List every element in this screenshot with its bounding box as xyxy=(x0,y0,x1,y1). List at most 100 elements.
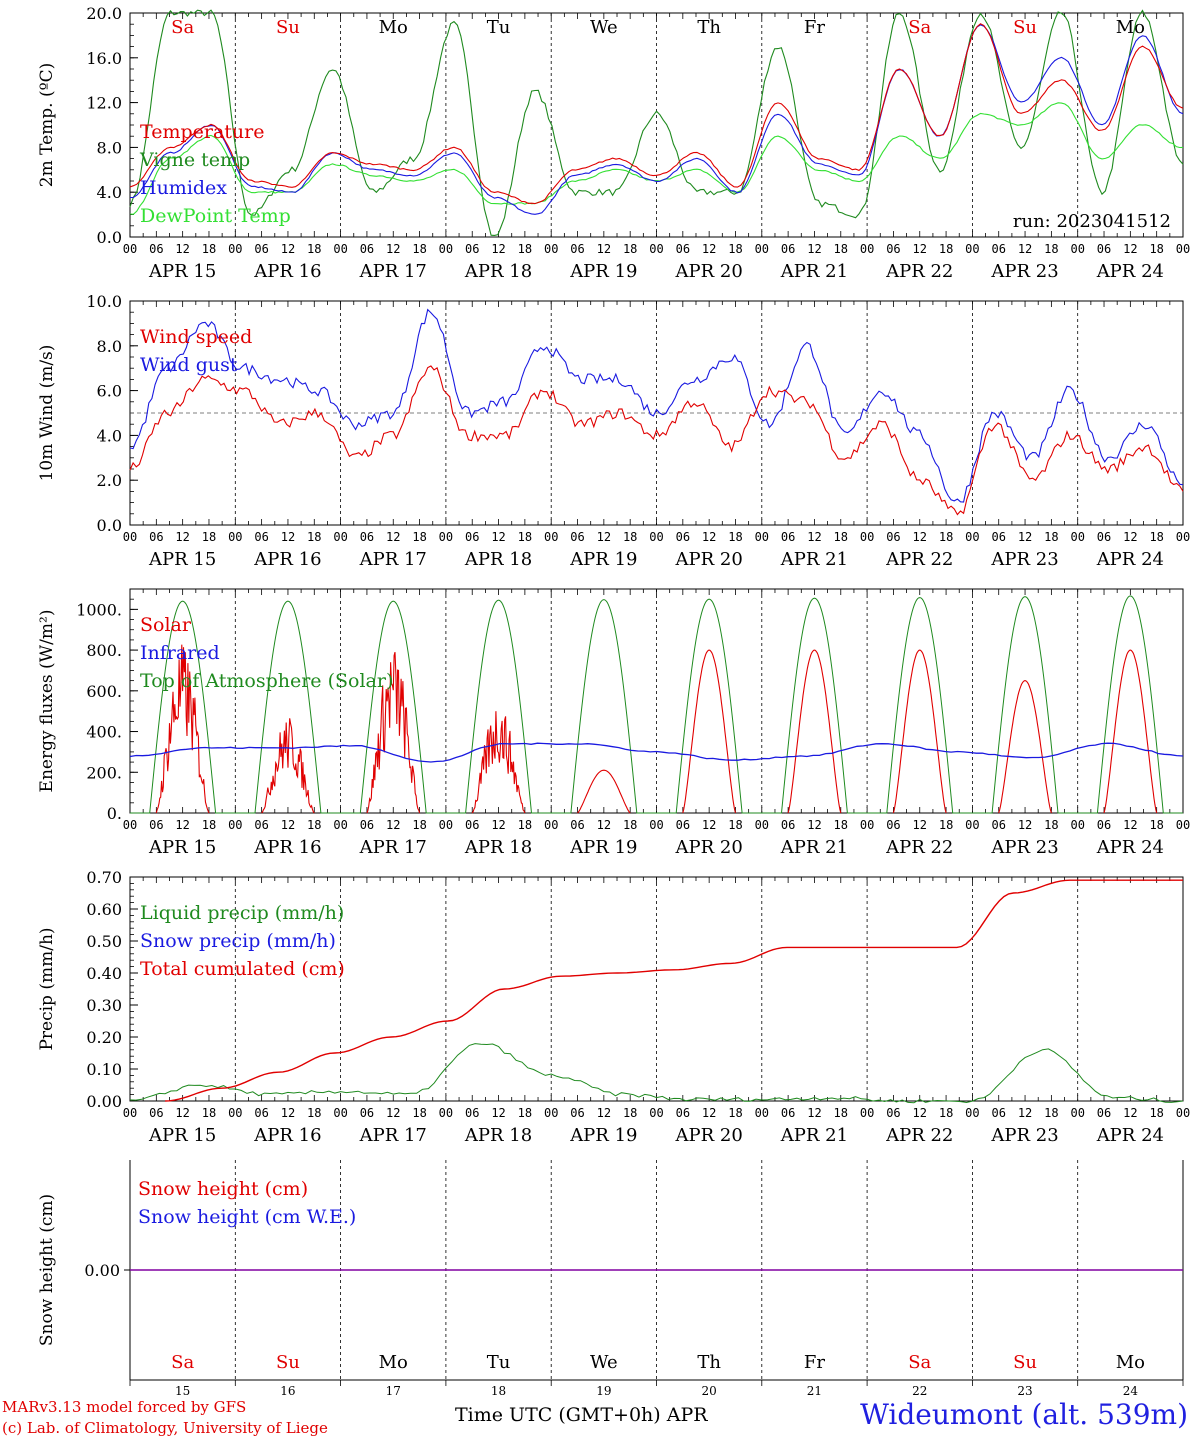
hour-tick-label: 00 xyxy=(228,1106,242,1120)
hour-tick-label: 12 xyxy=(491,530,505,544)
hour-tick-label: 12 xyxy=(386,1106,400,1120)
series-line xyxy=(129,308,1184,503)
date-label: APR 20 xyxy=(675,837,743,858)
day-abbr-label: Tu xyxy=(487,17,511,38)
day-abbr-label: Sa xyxy=(171,17,194,38)
legend-entry: Infrared xyxy=(140,642,220,664)
hour-tick-label: 00 xyxy=(755,818,769,832)
hour-tick-label: 06 xyxy=(991,818,1005,832)
hour-tick-label: 00 xyxy=(649,1106,663,1120)
hour-tick-label: 18 xyxy=(728,242,742,256)
day-abbr-label: Th xyxy=(697,1352,721,1373)
hour-tick-label: 18 xyxy=(518,242,532,256)
hour-tick-label: 18 xyxy=(412,530,426,544)
date-label: APR 20 xyxy=(675,549,743,570)
hour-tick-label: 06 xyxy=(360,1106,374,1120)
date-label: APR 15 xyxy=(148,837,216,858)
day-abbr-label: Sa xyxy=(171,1352,194,1373)
legend-entry: Snow height (cm) xyxy=(138,1178,308,1200)
series-line xyxy=(130,24,1184,215)
hour-tick-label: 06 xyxy=(886,530,900,544)
date-label: APR 15 xyxy=(148,1125,216,1146)
hour-tick-label: 06 xyxy=(570,818,584,832)
date-label: APR 19 xyxy=(569,261,637,282)
legend-entry: Temperature xyxy=(140,121,264,143)
credit-line-1: MARv3.13 model forced by GFS xyxy=(2,1398,247,1416)
hour-tick-label: 18 xyxy=(412,818,426,832)
hour-tick-label: 00 xyxy=(1070,818,1084,832)
hour-tick-label: 18 xyxy=(1044,1106,1058,1120)
legend-entry: Vigne temp xyxy=(139,149,250,171)
y-tick-label: 0.00 xyxy=(86,1092,122,1111)
hour-tick-label: 18 xyxy=(518,818,532,832)
day-number-label: 17 xyxy=(386,1384,401,1398)
series-line xyxy=(129,23,1184,205)
hour-tick-label: 18 xyxy=(939,1106,953,1120)
day-number-label: 15 xyxy=(175,1384,190,1398)
day-number-label: 21 xyxy=(807,1384,822,1398)
hour-tick-label: 06 xyxy=(886,1106,900,1120)
y-tick-label: 10.0 xyxy=(86,292,122,311)
hour-tick-label: 12 xyxy=(702,242,716,256)
date-label: APR 23 xyxy=(990,261,1058,282)
hour-tick-label: 12 xyxy=(913,242,927,256)
hour-tick-label: 18 xyxy=(518,530,532,544)
hour-tick-label: 00 xyxy=(1070,530,1084,544)
hour-tick-label: 12 xyxy=(491,818,505,832)
hour-tick-label: 12 xyxy=(807,818,821,832)
hour-tick-label: 00 xyxy=(123,530,137,544)
date-label: APR 22 xyxy=(885,549,953,570)
date-label: APR 18 xyxy=(464,261,532,282)
y-tick-label: 1000. xyxy=(76,600,122,619)
y-axis-label: Snow height (cm) xyxy=(37,1194,57,1346)
hour-tick-label: 00 xyxy=(965,530,979,544)
hour-tick-label: 18 xyxy=(939,242,953,256)
hour-tick-label: 00 xyxy=(860,818,874,832)
hour-tick-label: 00 xyxy=(333,242,347,256)
y-tick-label: 800. xyxy=(86,641,122,660)
hour-tick-label: 00 xyxy=(649,242,663,256)
date-label: APR 24 xyxy=(1096,837,1164,858)
date-label: APR 17 xyxy=(359,549,427,570)
hour-tick-label: 00 xyxy=(544,1106,558,1120)
hour-tick-label: 00 xyxy=(544,242,558,256)
y-tick-label: 2.0 xyxy=(97,471,122,490)
date-label: APR 24 xyxy=(1096,1125,1164,1146)
y-tick-label: 0.10 xyxy=(86,1060,122,1079)
hour-tick-label: 00 xyxy=(439,818,453,832)
panel-3: Energy fluxes (W/m²) 00 06 12 18 00 06 12 18 00 06… xyxy=(37,588,1190,858)
hour-tick-label: 12 xyxy=(807,1106,821,1120)
hour-tick-label: 18 xyxy=(728,818,742,832)
hour-tick-label: 06 xyxy=(254,242,268,256)
y-axis-label: 2m Temp. (ºC) xyxy=(37,63,57,188)
date-label: APR 17 xyxy=(359,1125,427,1146)
hour-tick-label: 12 xyxy=(175,530,189,544)
hour-tick-label: 06 xyxy=(465,242,479,256)
date-label: APR 21 xyxy=(780,1125,848,1146)
day-abbr-label: Tu xyxy=(487,1352,511,1373)
hour-tick-label: 00 xyxy=(333,1106,347,1120)
hour-tick-label: 06 xyxy=(149,1106,163,1120)
hour-tick-label: 18 xyxy=(728,1106,742,1120)
hour-tick-label: 18 xyxy=(307,818,321,832)
y-tick-label: 0.00 xyxy=(84,1261,120,1280)
hour-tick-label: 18 xyxy=(307,242,321,256)
day-number-label: 16 xyxy=(280,1384,295,1398)
hour-tick-label: 12 xyxy=(913,818,927,832)
series-line xyxy=(129,742,1184,763)
hour-tick-label: 12 xyxy=(491,242,505,256)
hour-tick-label: 06 xyxy=(991,530,1005,544)
hour-tick-label: 12 xyxy=(1123,1106,1137,1120)
panel-frame xyxy=(129,12,1184,238)
hour-tick-label: 12 xyxy=(597,530,611,544)
hour-tick-label: 18 xyxy=(834,1106,848,1120)
hour-tick-label: 12 xyxy=(491,1106,505,1120)
hour-tick-label: 00 xyxy=(123,242,137,256)
hour-tick-label: 06 xyxy=(149,242,163,256)
hour-tick-label: 00 xyxy=(1176,242,1190,256)
hour-tick-label: 06 xyxy=(465,530,479,544)
hour-tick-label: 00 xyxy=(649,530,663,544)
hour-tick-label: 12 xyxy=(281,1106,295,1120)
series-line xyxy=(130,595,1183,814)
